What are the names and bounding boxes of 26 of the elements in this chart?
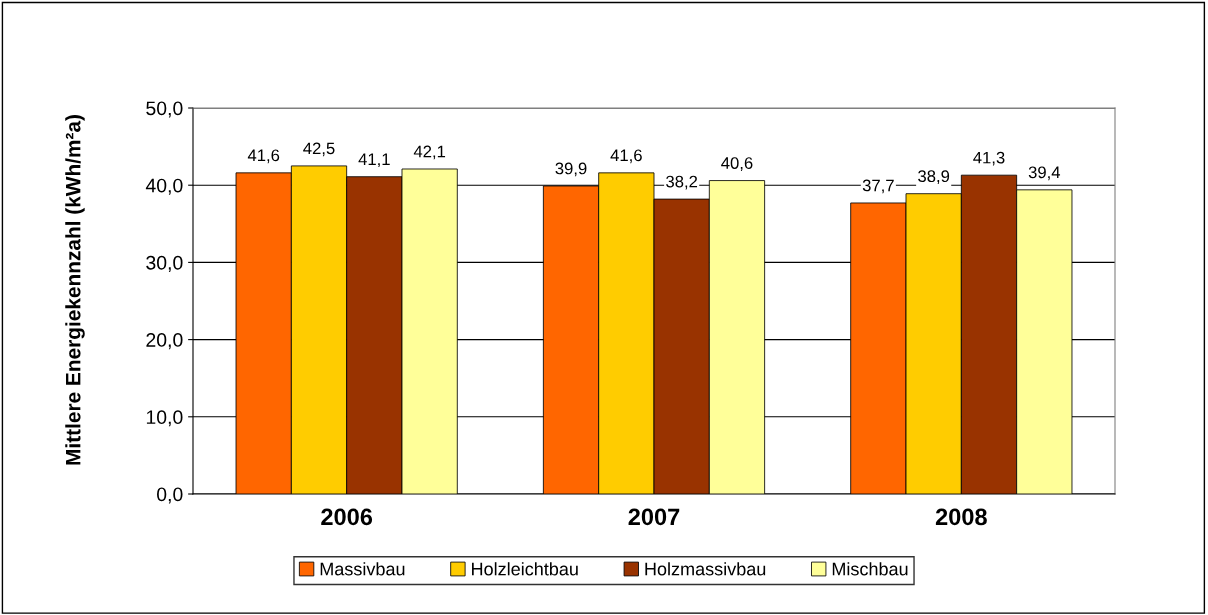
legend-label: Mischbau — [832, 562, 908, 576]
data-label: 40,6 — [721, 157, 753, 171]
legend-label: Massivbau — [320, 562, 405, 576]
data-label: 41,6 — [610, 149, 642, 164]
data-label: 41,3 — [973, 151, 1005, 166]
x-tick-label: 2007 — [628, 508, 680, 526]
data-label: 39,4 — [1028, 166, 1061, 181]
legend-label: Holzleichtbau — [472, 562, 578, 576]
data-label: 39,9 — [555, 162, 587, 177]
data-label: 38,2 — [666, 175, 698, 190]
data-label: 38,9 — [918, 170, 950, 185]
data-label: 37,7 — [862, 179, 894, 194]
data-label: 42,5 — [303, 142, 335, 157]
data-label: 41,1 — [358, 153, 390, 168]
y-axis-title: Mittlere Energiekennzahl (kWh/m²a) — [65, 115, 85, 465]
x-tick-label: 2008 — [935, 508, 987, 526]
y-tick-label: 30,0 — [146, 255, 183, 272]
y-tick-label: 10,0 — [146, 410, 183, 427]
data-label: 41,6 — [247, 149, 280, 164]
x-tick-label: 2006 — [321, 508, 373, 526]
y-tick-label: 50,0 — [146, 101, 183, 118]
y-tick-label: 20,0 — [146, 333, 183, 350]
y-tick-label: 0,0 — [157, 487, 183, 504]
legend-label: Holzmassivbau — [645, 562, 766, 576]
data-label: 42,1 — [413, 145, 446, 160]
y-tick-label: 40,0 — [145, 178, 183, 195]
